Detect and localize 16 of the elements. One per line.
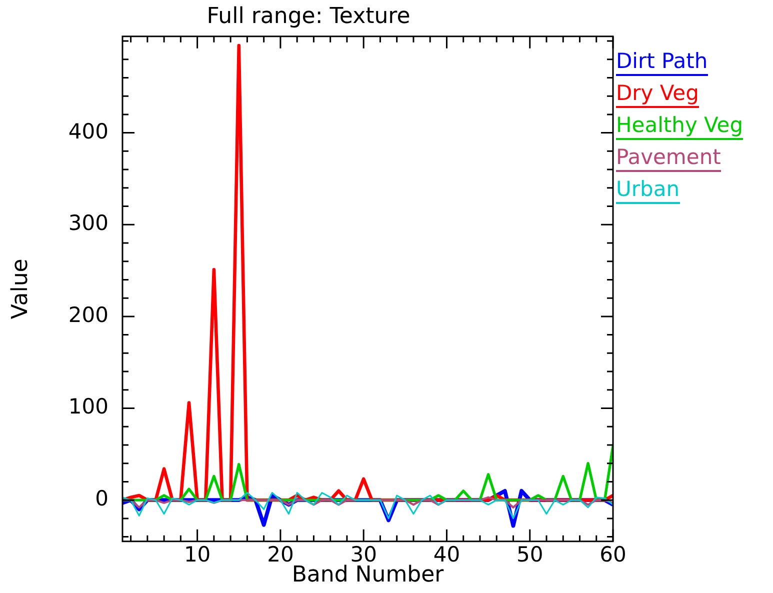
y-tick-label: 100 [68,394,108,419]
text: Urban [616,176,680,204]
text: Healthy Veg [616,112,744,140]
text: Dry Veg [616,80,699,108]
x-tick-label: 10 [184,542,211,566]
y-tick-label: 400 [68,119,108,144]
y-tick-label: 200 [68,302,108,327]
y-tick-label: 300 [68,211,108,236]
text: Pavement [616,144,721,172]
text: Dirt Path [616,48,708,76]
y-axis-title: Value [8,258,33,320]
y-tick-label: 0 [95,486,108,511]
x-tick-label: 60 [600,542,626,566]
x-tick-label: 20 [267,542,294,566]
x-tick-label: 50 [516,542,544,566]
chart-title: Full range: Texture [206,4,410,29]
